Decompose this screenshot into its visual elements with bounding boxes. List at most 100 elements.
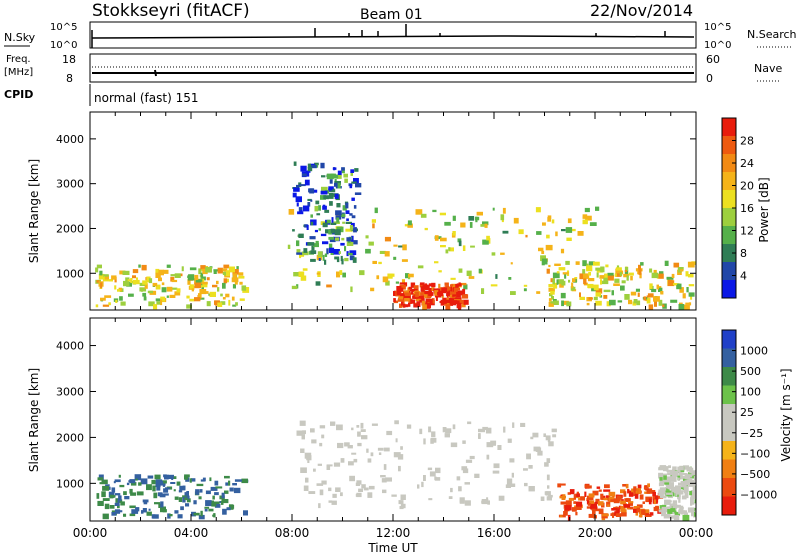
- scatter-cell: [415, 298, 422, 302]
- colorbar-segment: [722, 262, 736, 281]
- scatter-cell: [503, 426, 506, 433]
- scatter-cell: [181, 266, 184, 272]
- nsky-trace: [91, 35, 695, 39]
- scatter-cell: [200, 276, 206, 281]
- scatter-cell: [220, 293, 223, 297]
- scatter-cell: [342, 221, 345, 224]
- scatter-cell: [292, 229, 295, 232]
- scatter-cell: [586, 506, 593, 509]
- scatter-cell: [663, 479, 667, 483]
- scatter-cell: [676, 283, 682, 290]
- scatter-cell: [238, 272, 244, 276]
- scatter-cell: [611, 290, 614, 296]
- scatter-cell: [653, 499, 657, 505]
- scatter-cell: [630, 275, 633, 281]
- scatter-cell: [614, 278, 620, 283]
- scatter-cell: [495, 274, 498, 279]
- scatter-cell: [141, 264, 147, 271]
- scatter-cell: [174, 273, 181, 278]
- scatter-cell: [355, 183, 362, 188]
- scatter-cell: [674, 511, 678, 517]
- scatter-cell: [478, 268, 482, 274]
- scatter-cell: [679, 302, 683, 305]
- scatter-cell: [340, 492, 343, 497]
- scatter-cell: [681, 473, 687, 476]
- scatter-cell: [403, 304, 409, 308]
- scatter-cell: [161, 287, 167, 293]
- scatter-cell: [326, 219, 331, 224]
- scatter-cell: [561, 280, 566, 286]
- scatter-cell: [440, 237, 447, 242]
- scatter-cell: [182, 497, 186, 503]
- scatter-cell: [592, 490, 599, 496]
- scatter-cell: [174, 291, 181, 296]
- scatter-cell: [328, 487, 332, 492]
- scatter-cell: [296, 202, 299, 207]
- scatter-cell: [348, 461, 354, 466]
- scatter-cell: [341, 258, 344, 265]
- scatter-cell: [508, 277, 512, 280]
- scatter-cell: [638, 514, 643, 518]
- scatter-cell: [582, 219, 588, 225]
- scatter-cell: [120, 501, 125, 506]
- scatter-cell: [649, 268, 653, 273]
- scatter-cell: [656, 284, 659, 290]
- scatter-cell: [114, 285, 117, 290]
- scatter-cell: [339, 213, 346, 218]
- scatter-cell: [158, 277, 162, 282]
- scatter-cell: [353, 178, 359, 184]
- scatter-cell: [353, 458, 358, 463]
- scatter-cell: [673, 283, 678, 286]
- colorbar-tick-label: 1000: [740, 345, 768, 358]
- scatter-cell: [200, 265, 206, 270]
- scatter-cell: [201, 284, 204, 291]
- scatter-cell: [589, 500, 595, 504]
- scatter-cell: [498, 495, 505, 501]
- scatter-cell: [365, 235, 369, 239]
- scatter-cell: [513, 217, 519, 224]
- scatter-cell: [551, 296, 554, 300]
- colorbar-segment: [722, 208, 736, 227]
- scatter-cell: [446, 291, 450, 297]
- scatter-cell: [445, 428, 452, 434]
- scatter-cell: [625, 483, 629, 489]
- scatter-cell: [119, 270, 126, 275]
- scatter-cell: [420, 286, 425, 292]
- scatter-cell: [293, 272, 301, 277]
- scatter-cell: [600, 279, 602, 285]
- scatter-cell: [659, 505, 664, 509]
- scatter-cell: [526, 453, 531, 460]
- scatter-cell: [651, 288, 657, 293]
- scatter-cell: [397, 454, 404, 460]
- scatter-cell: [550, 301, 555, 304]
- scatter-cell: [536, 291, 541, 294]
- scatter-cell: [400, 494, 406, 500]
- scatter-cell: [567, 492, 571, 495]
- scatter-cell: [396, 291, 401, 296]
- scatter-cell: [155, 272, 161, 278]
- scatter-cell: [361, 435, 368, 440]
- nsky-tick-low: 10^0: [50, 40, 77, 51]
- scatter-cell: [683, 510, 687, 515]
- scatter-cell: [624, 270, 629, 276]
- scatter-cell: [382, 489, 387, 494]
- scatter-cell: [501, 219, 504, 223]
- scatter-cell: [551, 219, 555, 224]
- scatter-cell: [191, 511, 196, 517]
- scatter-cell: [328, 236, 335, 240]
- scatter-cell: [299, 253, 305, 257]
- scatter-cell: [330, 189, 336, 193]
- scatter-cell: [322, 204, 326, 208]
- power-axes: 1000 2000 3000 4000: [56, 112, 697, 310]
- scatter-cell: [601, 497, 608, 501]
- scatter-cell: [307, 170, 311, 173]
- scatter-cell: [695, 473, 696, 477]
- scatter-cell: [543, 433, 546, 437]
- scatter-cell: [598, 508, 604, 515]
- scatter-cell: [384, 251, 390, 257]
- scatter-cell: [287, 244, 291, 249]
- scatter-cell: [631, 488, 634, 493]
- scatter-cell: [492, 470, 500, 474]
- scatter-cell: [688, 274, 694, 278]
